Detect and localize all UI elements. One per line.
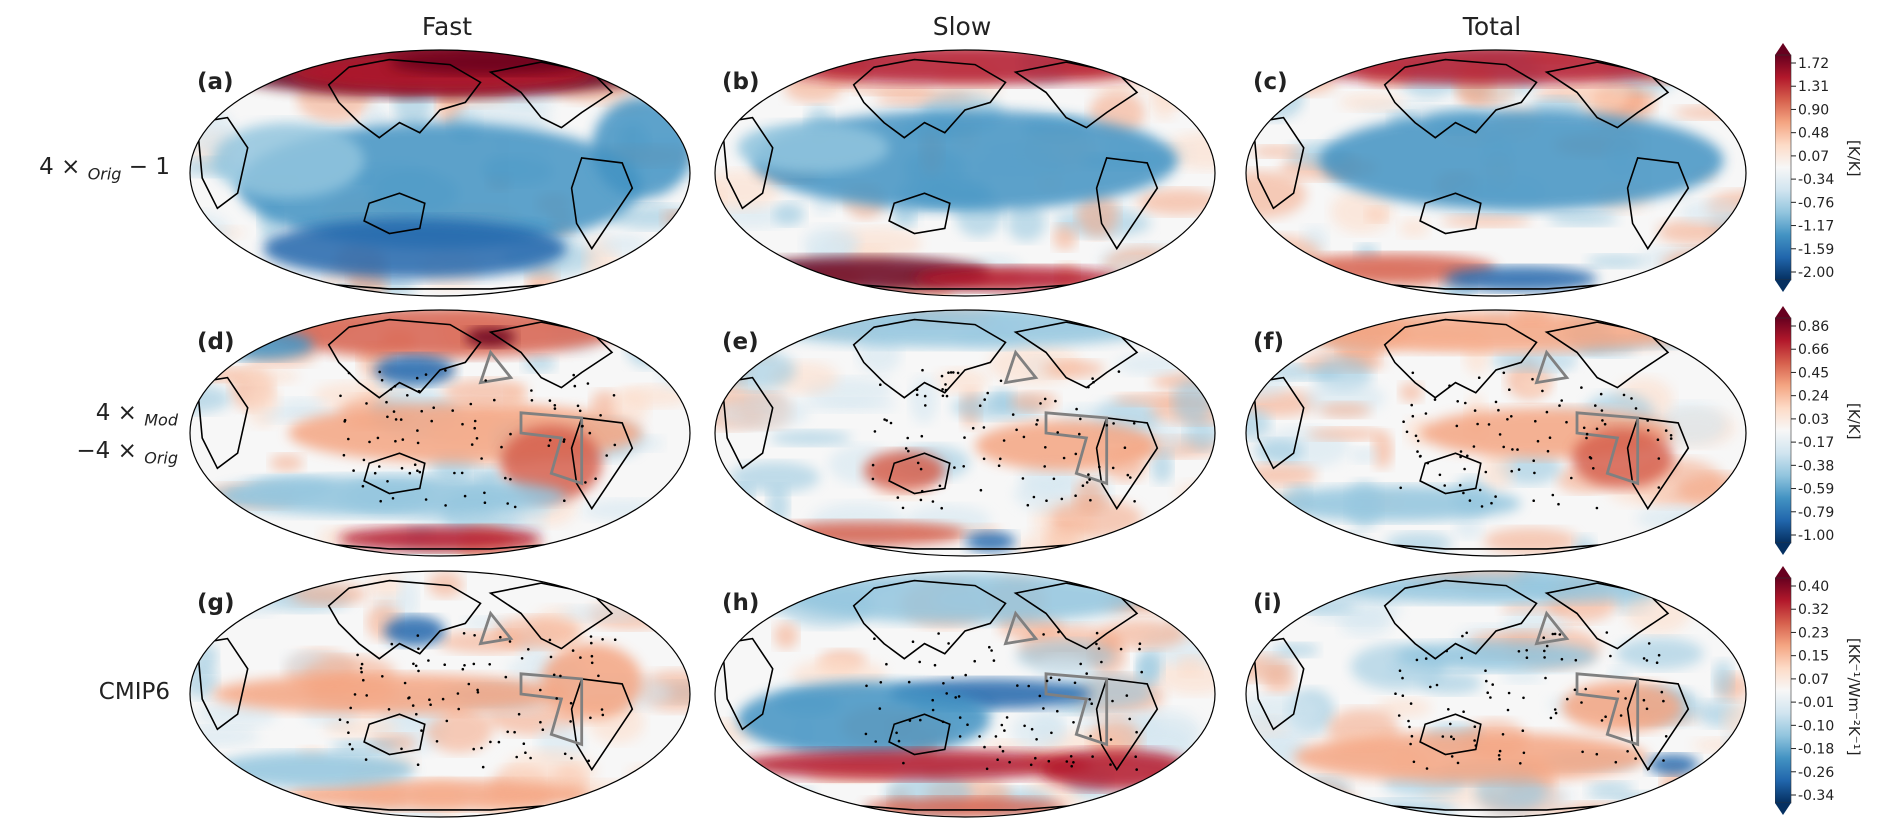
colorbar-tick-label: 0.66 — [1798, 342, 1829, 358]
colorbar-extend-top — [1775, 566, 1791, 578]
colorbar-tick-label: -0.38 — [1798, 458, 1834, 474]
panel-label-i: (i) — [1253, 590, 1282, 616]
colorbar-tick-label: 0.07 — [1798, 149, 1829, 165]
colorbar-extend-top — [1775, 306, 1791, 318]
map-panel-h — [714, 570, 1216, 818]
colorbar-1: 1.72 1.31 0.90 0.48 0.07 -0.34 -0.76 -1.17 -1.59… — [1775, 43, 1834, 292]
column-title-total: Total — [1462, 12, 1522, 41]
colorbar-tick-label: 0.90 — [1798, 102, 1829, 118]
row-label-mod: 4 × Mod −4 × Orig — [8, 398, 178, 473]
row-label-mod-prefix: 4 × — [95, 400, 145, 426]
colorbar-tick-label: 0.23 — [1798, 625, 1829, 641]
colorbar-tick-label: 1.72 — [1798, 56, 1829, 72]
colorbar-tick-label: 0.86 — [1798, 319, 1829, 335]
colorbar-tick-label: -1.00 — [1798, 528, 1834, 544]
row-label-orig-prefix: 4 × — [39, 154, 88, 180]
row-label-orig-tail: − 1 — [121, 154, 170, 180]
map-panel-c — [1245, 49, 1747, 297]
column-title-slow: Slow — [932, 12, 992, 41]
colorbar-tick-label: -2.00 — [1798, 265, 1834, 281]
colorbar-tick-label: -0.17 — [1798, 435, 1834, 451]
row-label-cmip6: CMIP6 — [0, 677, 170, 707]
colorbar-unit-3: [KK⁻¹/Wm⁻²K⁻¹] — [1845, 638, 1863, 756]
colorbar-unit-1: [K/K] — [1845, 140, 1863, 177]
colorbar-tick-label: -0.18 — [1798, 742, 1834, 758]
panel-label-a: (a) — [197, 69, 234, 95]
colorbar-tick-label: -0.59 — [1798, 482, 1834, 498]
panel-label-d: (d) — [197, 329, 235, 355]
colorbar-tick-label: 0.48 — [1798, 126, 1829, 142]
map-panel-d — [189, 309, 691, 557]
map-panel-g — [189, 570, 691, 818]
map-panel-e — [714, 309, 1216, 557]
panel-label-f: (f) — [1253, 329, 1285, 355]
panel-label-h: (h) — [722, 590, 760, 616]
colorbar-extend-top — [1775, 43, 1791, 55]
colorbar-tick-label: 0.45 — [1798, 365, 1829, 381]
colorbar-2: 0.86 0.66 0.45 0.24 0.03 -0.17 -0.38 -0.59 -0.79… — [1775, 306, 1834, 555]
column-title-fast: Fast — [421, 12, 473, 41]
colorbar-tick-label: 0.24 — [1798, 389, 1829, 405]
map-panel-f — [1245, 309, 1747, 557]
colorbar-tick-label: 0.03 — [1798, 412, 1829, 428]
row-label-orig-sub: Orig — [87, 164, 122, 184]
colorbar-tick-label: 0.15 — [1798, 649, 1829, 665]
colorbar-unit-2: [K/K] — [1845, 403, 1863, 440]
colorbar-tick-label: -0.01 — [1798, 695, 1834, 711]
colorbar-tick-label: -0.26 — [1798, 765, 1834, 781]
map-panel-i — [1245, 570, 1747, 818]
panel-label-c: (c) — [1253, 69, 1288, 95]
colorbar-tick-label: -0.76 — [1798, 195, 1834, 211]
row-label-mod-sub: Mod — [144, 410, 178, 430]
row-label-cmip6-text: CMIP6 — [98, 679, 170, 705]
map-panel-b — [714, 49, 1216, 297]
colorbar-extend-bottom — [1775, 543, 1791, 555]
colorbar-tick-label: -0.34 — [1798, 788, 1834, 804]
colorbar-tick-label: -1.59 — [1798, 242, 1834, 258]
panel-label-b: (b) — [722, 69, 760, 95]
map-panel-a — [189, 49, 691, 297]
colorbar-tick-label: -0.34 — [1798, 172, 1834, 188]
row-label-mod-line2: −4 × — [76, 437, 145, 464]
colorbar-tick-label: -0.10 — [1798, 718, 1834, 734]
colorbar-extend-bottom — [1775, 280, 1791, 292]
colorbar-tick-label: 1.31 — [1798, 79, 1829, 95]
panel-label-g: (g) — [197, 590, 235, 616]
colorbar-3: 0.40 0.32 0.23 0.15 0.07 -0.01 -0.10 -0.18 -0.26… — [1775, 566, 1834, 815]
colorbar-tick-label: -0.79 — [1798, 505, 1834, 521]
row-label-mod-sub2: Orig — [144, 448, 178, 468]
colorbar-extend-bottom — [1775, 803, 1791, 815]
colorbar-tick-label: 0.40 — [1798, 579, 1829, 595]
colorbar-tick-label: 0.07 — [1798, 672, 1829, 688]
colorbar-tick-label: 0.32 — [1798, 602, 1829, 618]
colorbar-tick-label: -1.17 — [1798, 219, 1834, 235]
row-label-orig: 4 × Orig − 1 — [0, 152, 170, 190]
panel-label-e: (e) — [722, 329, 759, 355]
